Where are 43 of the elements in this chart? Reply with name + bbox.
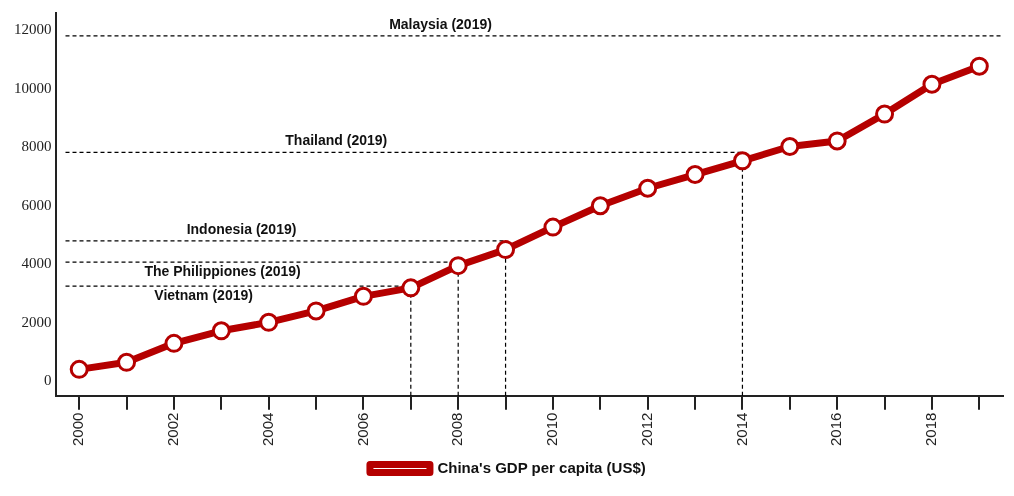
- y-tick-label: 2000: [21, 313, 52, 330]
- x-tick-label: 2014: [732, 412, 750, 447]
- point: [638, 178, 658, 198]
- x-tick-label: 2000: [69, 412, 87, 447]
- point: [117, 352, 137, 372]
- point: [353, 286, 373, 306]
- point: [827, 131, 847, 151]
- point: [259, 312, 279, 332]
- legend-label: China's GDP per capita (US$): [437, 458, 646, 476]
- point: [164, 333, 184, 353]
- ref-line-label: Malaysia (2019): [389, 15, 492, 32]
- x-tick-label: 2016: [827, 412, 845, 447]
- point: [496, 240, 516, 260]
- point: [922, 74, 942, 94]
- y-tick-label: 10000: [14, 79, 52, 96]
- x-tick-label: 2010: [543, 412, 561, 447]
- point: [590, 196, 610, 216]
- ref-line-label: Thailand (2019): [285, 132, 388, 149]
- point: [732, 151, 752, 171]
- point: [543, 217, 563, 237]
- y-tick-label: 6000: [21, 196, 52, 213]
- point: [306, 301, 326, 321]
- y-tick-label: 8000: [21, 138, 52, 155]
- x-tick-label: 2004: [258, 412, 276, 447]
- x-tick-label: 2018: [922, 412, 940, 447]
- y-tick-label: 12000: [14, 21, 52, 38]
- point: [875, 104, 895, 124]
- ref-line-label: Indonesia (2019): [186, 220, 297, 237]
- point: [685, 165, 705, 185]
- point: [780, 136, 800, 156]
- y-tick-label: 4000: [21, 255, 52, 272]
- point: [401, 278, 421, 298]
- ref-line-label: Vietnam (2019): [154, 286, 253, 303]
- point: [448, 256, 468, 276]
- ref-line-label: The Philippiones (2019): [144, 263, 301, 280]
- x-tick-label: 2012: [637, 412, 655, 447]
- x-tick-label: 2002: [164, 412, 182, 447]
- point: [969, 56, 989, 76]
- point: [69, 359, 89, 379]
- x-tick-label: 2006: [353, 412, 371, 447]
- y-tick-label: 0: [44, 371, 52, 388]
- point: [211, 321, 231, 341]
- x-tick-label: 2008: [448, 412, 466, 447]
